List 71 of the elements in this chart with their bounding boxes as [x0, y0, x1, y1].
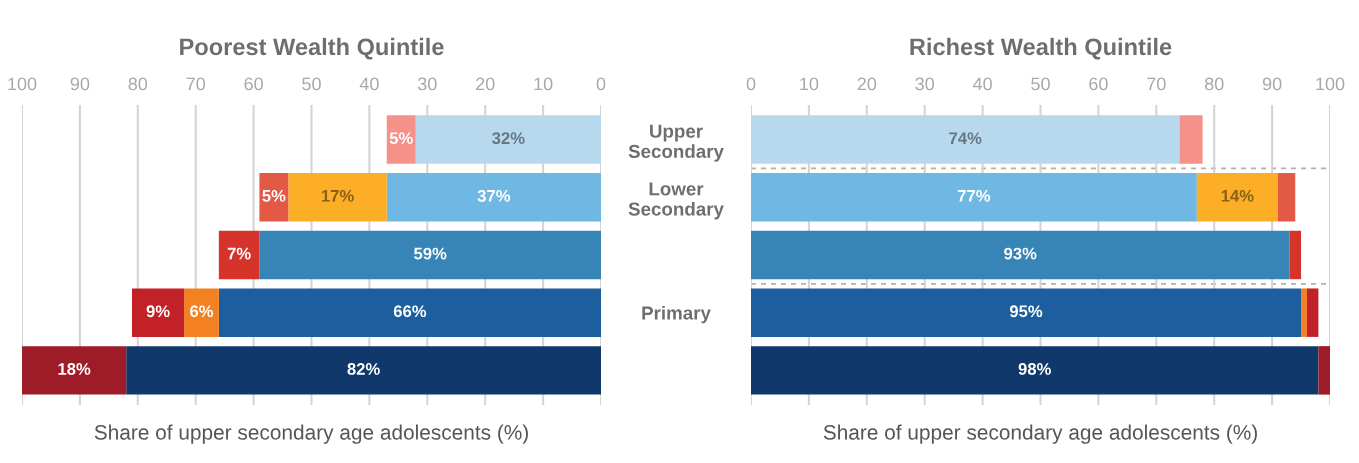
bar [288, 173, 387, 222]
bar [751, 346, 1319, 395]
x-tick-label: 0 [596, 77, 606, 91]
data-label: 32% [492, 132, 525, 145]
data-label: 66% [393, 305, 427, 318]
bar [132, 288, 185, 337]
bar [1301, 288, 1307, 337]
data-label: 5% [389, 132, 413, 145]
x-axis-title: Share of upper secondary age adolescents (%) [94, 424, 528, 444]
bar [751, 115, 1180, 164]
data-label: 9% [146, 305, 170, 318]
data-label: 6% [190, 305, 214, 318]
x-tick-label: 10 [800, 77, 819, 91]
bar [126, 346, 601, 395]
bar [218, 230, 260, 280]
x-tick-label: 0 [746, 77, 756, 91]
x-tick-label: 70 [186, 77, 206, 91]
data-label: 14% [1221, 189, 1254, 202]
data-label: 59% [414, 247, 447, 260]
data-label: 95% [1009, 305, 1043, 318]
bar [218, 288, 601, 337]
x-tick-label: 30 [417, 77, 437, 91]
bar [1306, 288, 1319, 337]
x-tick-label: 30 [915, 77, 935, 91]
data-label: 17% [321, 189, 354, 202]
bar [386, 115, 416, 164]
x-tick-label: 90 [1262, 77, 1282, 91]
x-tick-label: 70 [1147, 77, 1166, 91]
x-tick-label: 60 [1089, 77, 1108, 91]
bar [1289, 230, 1302, 280]
x-tick-label: 10 [534, 77, 553, 91]
bar [184, 288, 219, 337]
x-axis-title: Share of upper secondary age adolescents (%) [823, 424, 1257, 444]
y-tick-label: Primary [642, 305, 711, 324]
x-tick-label: 40 [359, 77, 379, 91]
data-label: 98% [1018, 363, 1051, 375]
x-tick-label: 100 [1316, 77, 1345, 91]
x-tick-label: 80 [128, 77, 148, 91]
x-tick-label: 50 [1031, 77, 1050, 91]
data-label: 37% [477, 189, 511, 202]
bar [751, 230, 1290, 280]
bar [22, 346, 127, 395]
y-tick-label: Lower Secondary [628, 182, 724, 220]
x-tick-label: 50 [302, 77, 321, 91]
data-label: 18% [58, 363, 91, 375]
data-label: 7% [227, 247, 251, 260]
data-label: 93% [1004, 247, 1037, 260]
bar [1179, 115, 1203, 164]
bar [1196, 173, 1278, 222]
data-label: 74% [949, 132, 982, 145]
y-tick-label: Upper Secondary [628, 124, 724, 162]
bar [259, 173, 289, 222]
x-tick-label: 20 [857, 77, 877, 91]
x-tick-label: 60 [244, 77, 263, 91]
bar [1318, 346, 1330, 395]
bar [259, 230, 601, 280]
chart-title: Richest Wealth Quintile [910, 37, 1172, 60]
data-label: 5% [262, 189, 286, 202]
bar [1277, 173, 1296, 222]
data-label: 77% [957, 189, 991, 202]
bar [751, 288, 1302, 337]
bar [415, 115, 601, 164]
x-tick-label: 40 [972, 77, 992, 91]
bar [386, 173, 601, 222]
chart-title: Poorest Wealth Quintile [180, 37, 444, 60]
data-label: 82% [347, 363, 380, 375]
x-tick-label: 90 [70, 77, 90, 91]
x-tick-label: 80 [1204, 77, 1224, 91]
bar [751, 173, 1197, 222]
x-tick-label: 100 [8, 77, 37, 91]
x-tick-label: 20 [476, 77, 495, 91]
